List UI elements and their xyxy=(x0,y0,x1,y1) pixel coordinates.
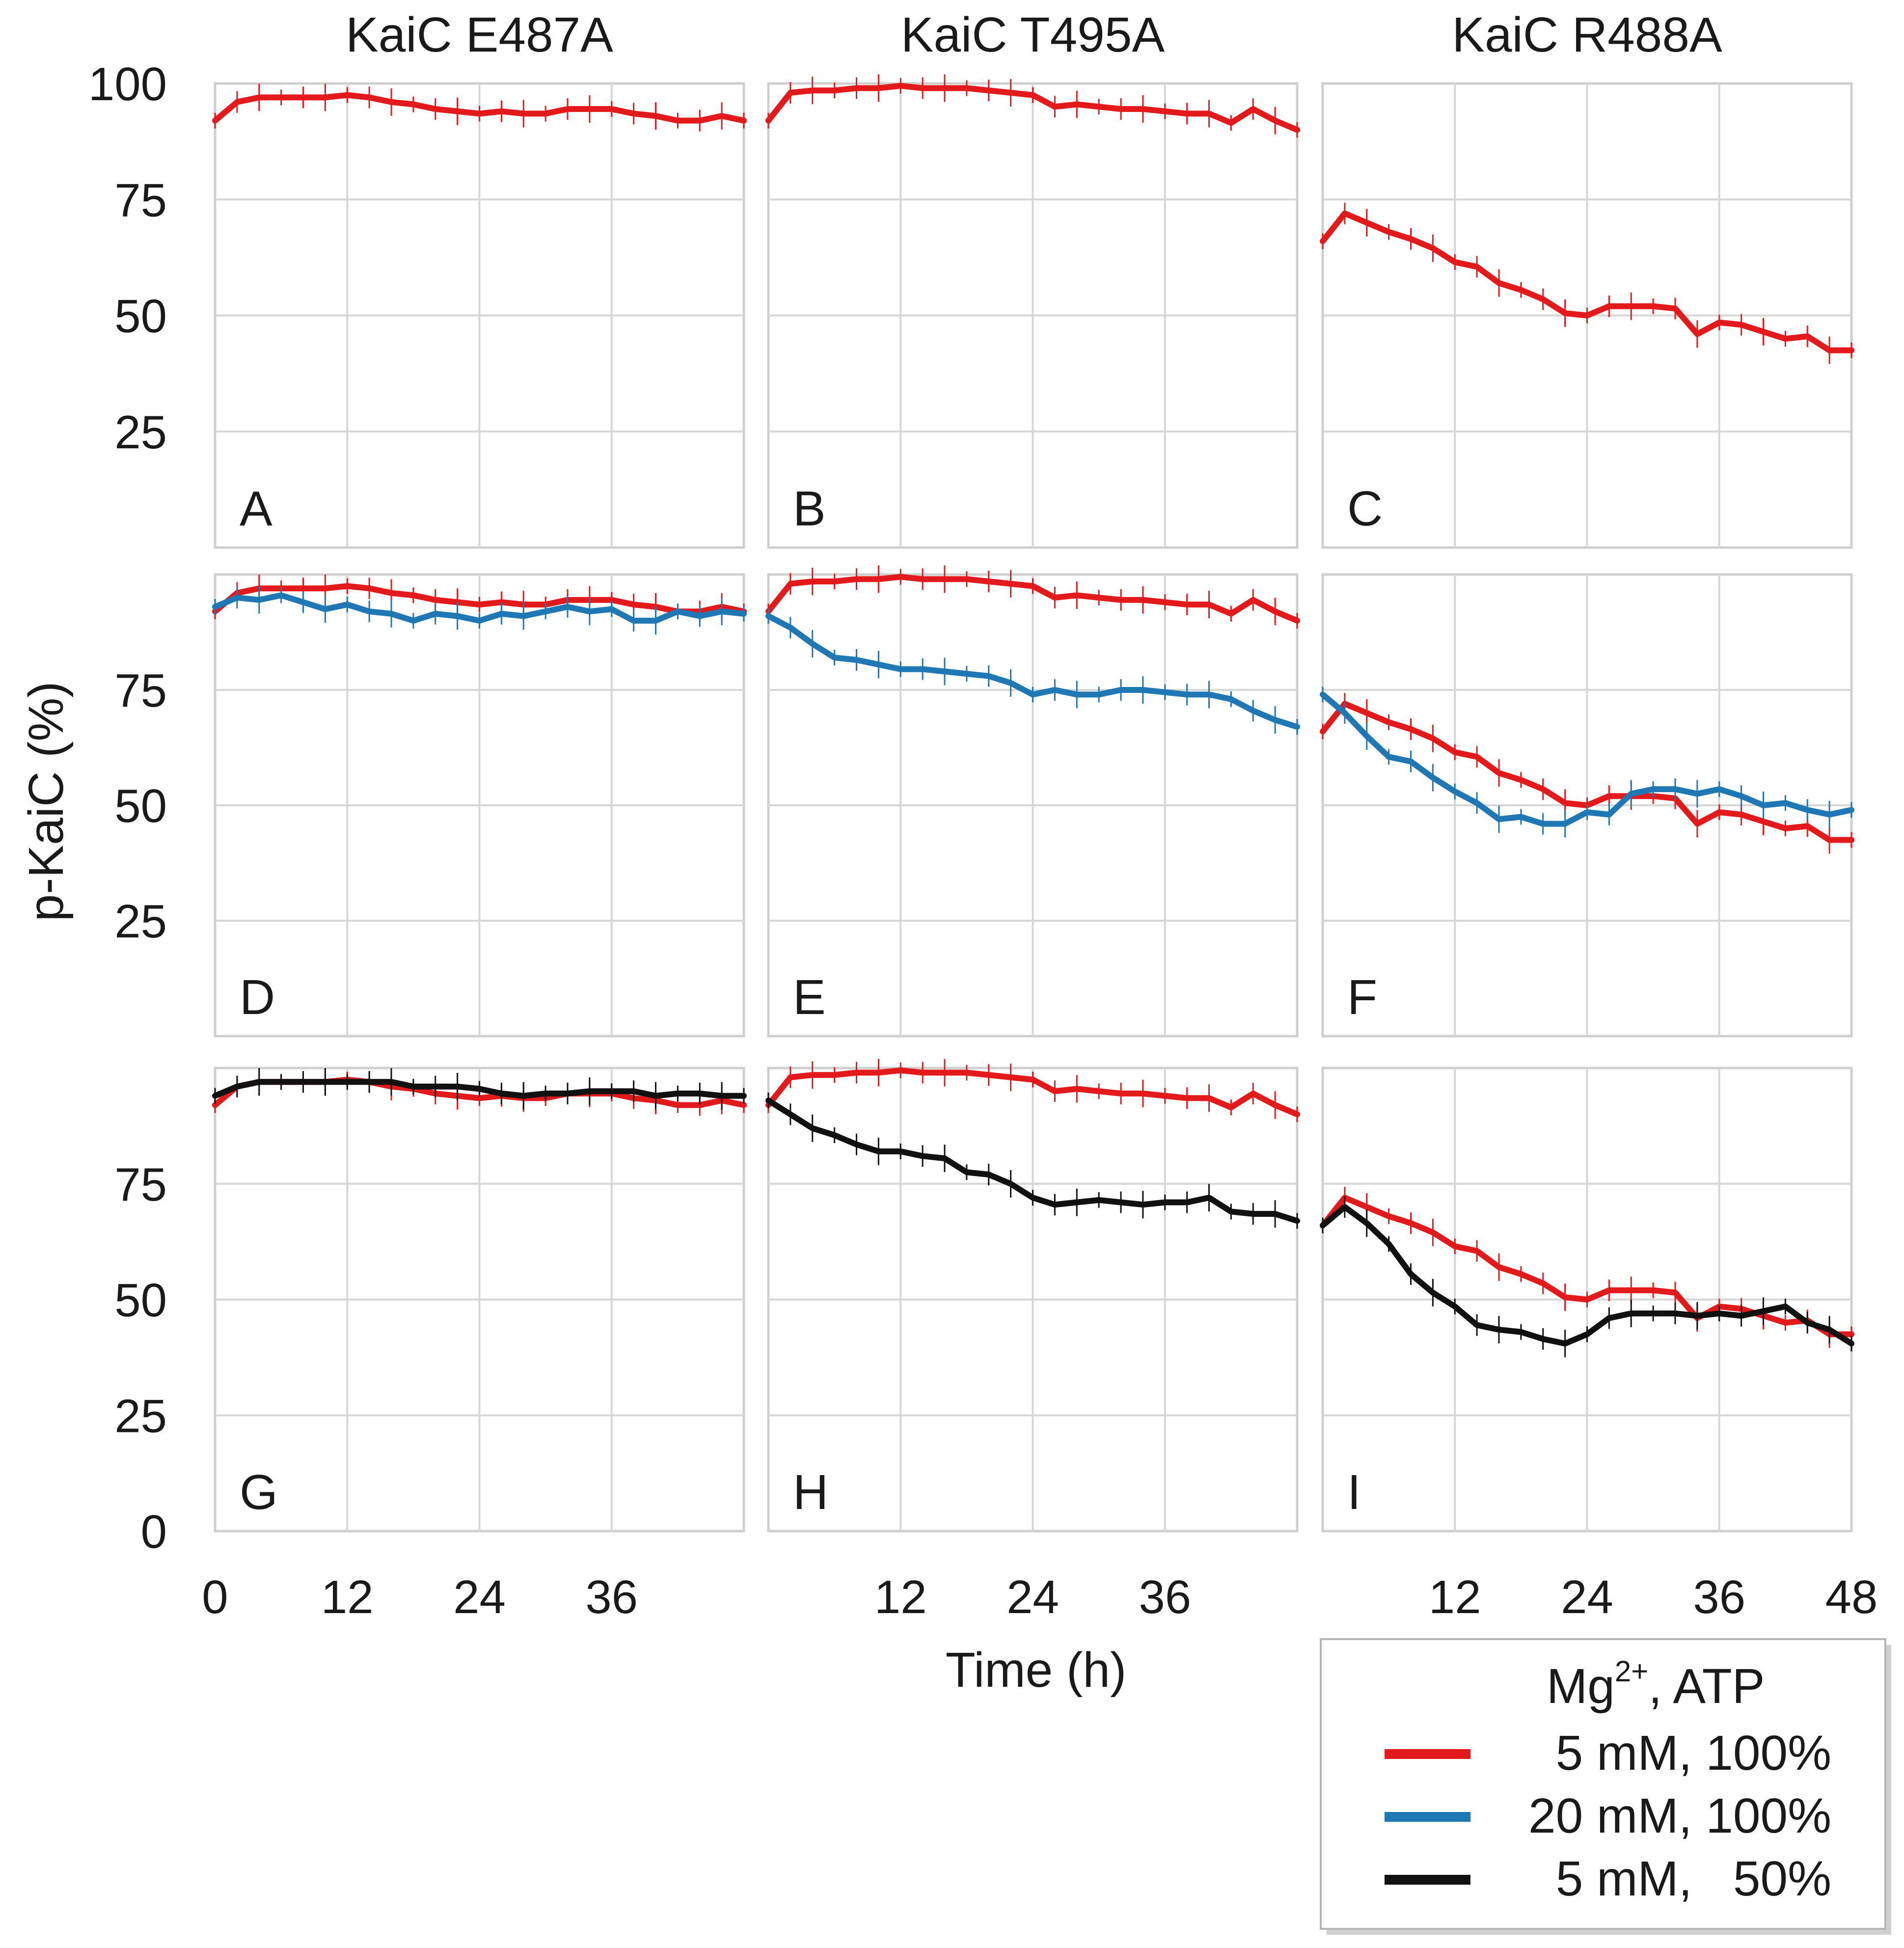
series-line-T495A_black xyxy=(765,1097,1300,1224)
legend-entry-blue: 20 mM, 100% xyxy=(1528,1788,1831,1843)
series-line-R488A_red xyxy=(1320,210,1854,354)
series-line-E487A_black xyxy=(212,1079,747,1099)
x-tick-label: 24 xyxy=(453,1571,506,1623)
panel-A xyxy=(212,82,747,549)
series-E487A_blue xyxy=(212,586,747,634)
labels-layer: A B C D E F G H I KaiC E487A KaiC T495A KaiC R488A 1… xyxy=(88,7,1878,1623)
y-tick-label: 75 xyxy=(114,664,167,717)
x-tick-label: 12 xyxy=(874,1571,927,1623)
y-axis-label: p-KaiC (%) xyxy=(19,682,74,922)
x-tick-label: 24 xyxy=(1006,1571,1059,1623)
y-tick-label: 75 xyxy=(114,1158,167,1211)
column-title-1: KaiC E487A xyxy=(346,7,613,62)
legend: Mg2+, ATP 5 mM, 100% 20 mM, 100% 5 mM, 5… xyxy=(1320,1638,1891,1935)
legend-entry-black: 5 mM, 50% xyxy=(1556,1851,1831,1906)
x-tick-label: 12 xyxy=(1429,1571,1481,1623)
x-axis-label: Time (h) xyxy=(946,1643,1127,1698)
series-R488A_black xyxy=(1320,1196,1854,1358)
y-tick-label: 0 xyxy=(141,1506,167,1558)
x-tick-label: 0 xyxy=(202,1571,228,1623)
series-line-T495A_red xyxy=(765,1067,1300,1118)
panel-G xyxy=(212,1067,747,1533)
series-E487A_black xyxy=(212,1068,747,1110)
column-title-3: KaiC R488A xyxy=(1452,7,1722,62)
panel-B xyxy=(765,74,1300,549)
panel-letter-A: A xyxy=(240,481,272,536)
panel-letter-D: D xyxy=(240,970,275,1025)
x-tick-label: 24 xyxy=(1561,1571,1613,1623)
series-line-R488A_black xyxy=(1320,1204,1854,1347)
series-line-T495A_blue xyxy=(765,613,1300,730)
panel-letter-F: F xyxy=(1347,970,1377,1025)
y-tick-label: 100 xyxy=(88,58,167,110)
series-T495A_red xyxy=(765,565,1300,629)
series-T495A_red xyxy=(765,74,1300,138)
panel-letter-H: H xyxy=(793,1465,828,1520)
panel-letter-C: C xyxy=(1347,481,1383,536)
series-line-E487A_blue xyxy=(212,592,747,624)
series-line-T495A_red xyxy=(765,574,1300,624)
panel-H xyxy=(765,1059,1300,1533)
legend-title-superscript: 2+ xyxy=(1615,1655,1648,1688)
series-line-T495A_red xyxy=(765,82,1300,133)
series-R488A_red xyxy=(1320,202,1854,364)
legend-title-rest: , ATP xyxy=(1648,1659,1765,1714)
panel-I xyxy=(1320,1067,1854,1533)
panel-letter-G: G xyxy=(240,1465,278,1520)
series-E487A_red xyxy=(212,83,747,132)
x-tick-label: 36 xyxy=(1693,1571,1745,1623)
panels-layer xyxy=(212,74,1854,1533)
panel-C xyxy=(1320,82,1854,549)
panel-letter-I: I xyxy=(1347,1465,1361,1520)
legend-title: Mg2+, ATP xyxy=(1547,1655,1765,1714)
series-line-E487A_red xyxy=(212,92,747,124)
y-tick-label: 50 xyxy=(114,290,167,343)
panel-F xyxy=(1320,573,1854,1038)
panel-letter-B: B xyxy=(793,481,826,536)
column-title-2: KaiC T495A xyxy=(901,7,1165,62)
series-T495A_red xyxy=(765,1059,1300,1123)
y-tick-label: 25 xyxy=(114,1390,167,1442)
x-tick-label: 12 xyxy=(321,1571,374,1623)
y-tick-label: 50 xyxy=(114,1274,167,1327)
legend-entry-red: 5 mM, 100% xyxy=(1556,1726,1831,1781)
y-tick-label: 25 xyxy=(114,895,167,948)
x-tick-label: 36 xyxy=(1139,1571,1191,1623)
x-tick-label: 36 xyxy=(585,1571,638,1623)
series-R488A_blue xyxy=(1320,686,1854,838)
y-tick-label: 75 xyxy=(114,174,167,226)
series-line-R488A_blue xyxy=(1320,691,1854,827)
panel-letter-E: E xyxy=(793,970,826,1025)
x-tick-label: 48 xyxy=(1825,1571,1878,1623)
y-tick-label: 50 xyxy=(114,780,167,832)
y-tick-label: 25 xyxy=(114,406,167,459)
series-line-E487A_red xyxy=(212,583,747,615)
series-T495A_black xyxy=(765,1093,1300,1229)
series-T495A_blue xyxy=(765,608,1300,735)
legend-title-mg: Mg xyxy=(1547,1659,1615,1714)
panel-E xyxy=(765,565,1300,1038)
panel-D xyxy=(212,573,747,1038)
